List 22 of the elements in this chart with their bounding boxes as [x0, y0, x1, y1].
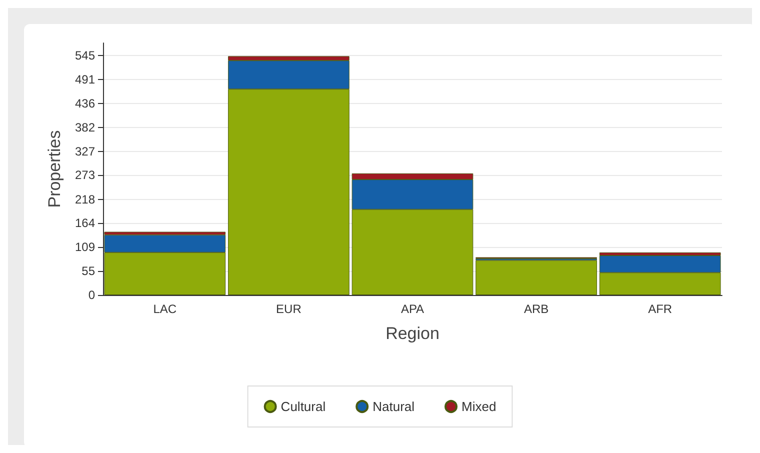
y-tick-label: 164	[74, 216, 96, 230]
y-tick-label: 273	[74, 168, 96, 182]
x-tick-label: LAC	[153, 302, 177, 316]
legend-label: Mixed	[462, 399, 496, 414]
x-tick-label: EUR	[276, 302, 302, 316]
y-tick-label: 218	[74, 192, 96, 206]
y-tick-label: 436	[74, 96, 96, 111]
y-tick-label: 55	[82, 264, 96, 278]
x-tick-label: AFR	[648, 302, 672, 316]
x-tick-label: ARB	[524, 302, 549, 316]
y-tick-label: 491	[74, 72, 96, 86]
bar	[476, 260, 597, 295]
x-tick-label: APA	[400, 302, 424, 316]
y-tick-label: 0	[88, 288, 96, 302]
legend-label: Natural	[372, 399, 415, 414]
y-tick-label: 327	[74, 144, 96, 158]
y-axis-title: Properties	[45, 130, 64, 208]
y-tick-label: 382	[74, 120, 96, 134]
x-axis-title: Region	[386, 324, 440, 343]
y-tick-label: 109	[74, 240, 96, 254]
legend-label: Cultural	[280, 399, 326, 414]
y-tick-label: 545	[74, 48, 96, 63]
